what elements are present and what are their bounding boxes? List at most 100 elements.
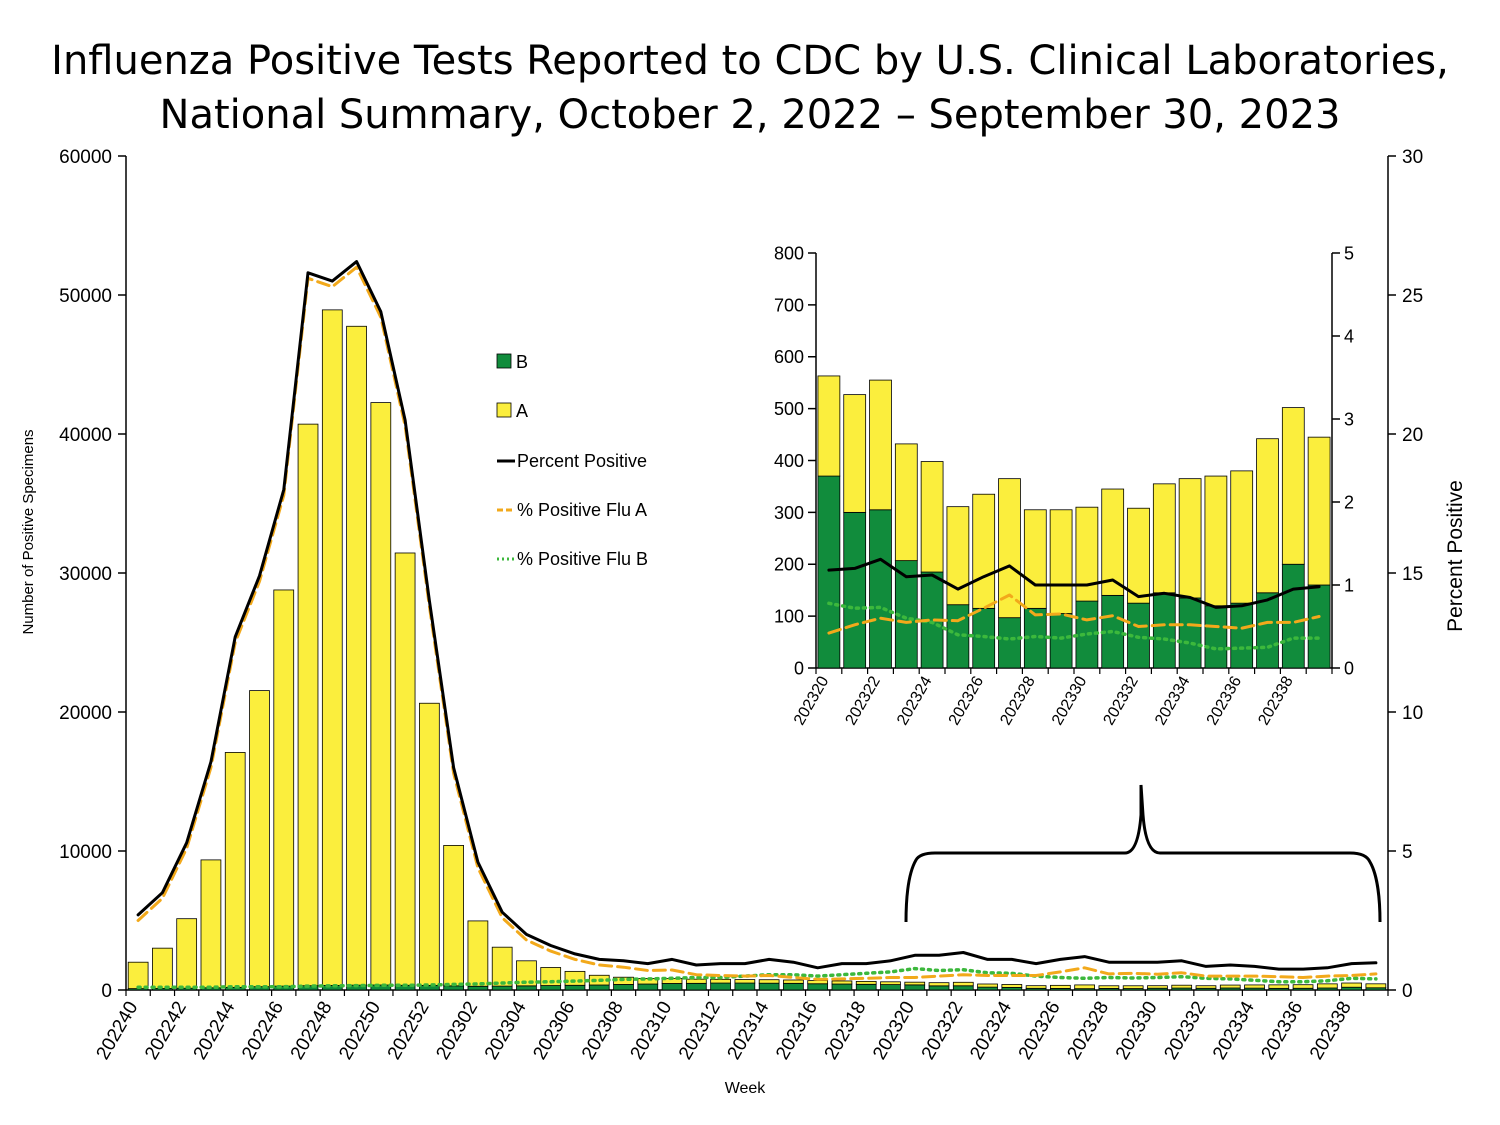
inset-bar-a [972,493,996,609]
main-y2-tick-label: 5 [1402,842,1413,863]
inset-y2-tick-label: 0 [1344,658,1354,678]
inset-y-tick-label: 0 [794,658,804,678]
inset-y2-tick-label: 5 [1344,243,1354,263]
inset-bar-b [1152,592,1176,669]
inset-line-positive-flu-b [827,601,1321,651]
main-bar-a [1122,985,1144,989]
inset-bar-b [869,509,892,669]
main-bar-b [952,985,974,991]
inset-bar-a [920,461,944,573]
main-bar-a [152,947,173,989]
inset-bar-b [1230,602,1254,669]
legend-swatch-b [496,353,512,369]
inset-y2-tick-label: 1 [1344,575,1354,595]
legend-label-a: A [516,401,528,421]
inset-bar-a [869,379,892,511]
main-bar-a [1171,984,1193,989]
main-bar-a [734,979,756,984]
main-bar-b [928,985,950,991]
inset-bar-a [1101,488,1125,596]
main-bar-b [564,984,586,991]
main-x-tick-label: 202336 [1257,998,1307,1063]
main-y2-tick-label: 15 [1402,564,1423,585]
main-bar-a [321,309,343,986]
main-bar-a [952,981,974,987]
main-bar-a [1365,983,1387,989]
main-bar-a [880,981,901,985]
legend-label-flu-b: % Positive Flu B [517,549,648,569]
inset-line-percent-positive [827,557,1321,609]
main-bar-b [880,984,901,991]
main-x-tick-label: 202310 [626,998,676,1063]
main-bar-a [176,918,198,989]
main-bar-a [1147,985,1168,989]
main-x-tick-label: 202244 [190,998,240,1064]
main-bar-a [564,970,586,986]
main-bar-a [1050,984,1071,989]
main-y2-tick-label: 25 [1402,286,1423,307]
main-x-tick-label: 202246 [238,998,288,1063]
inset-bar-a [1281,407,1305,565]
y2-axis-title: Percent Positive [1444,480,1467,632]
legend-label-percent-positive: Percent Positive [517,451,647,471]
main-y-tick-label: 60000 [59,147,112,168]
main-bar-a [1074,984,1095,990]
main-x-tick-label: 202338 [1306,998,1356,1063]
inset-y-tick-label: 400 [774,451,804,471]
inset-bar-a [817,375,841,477]
main-bar-a [1268,984,1290,989]
main-x-tick-label: 202250 [335,998,385,1063]
main-bar-a [1098,985,1120,989]
main-x-tick-label: 202328 [1063,998,1113,1063]
inset-bar-b [1049,613,1073,669]
main-y-tick-label: 40000 [59,425,112,446]
main-bar-a [273,589,295,987]
chart-title: Influenza Positive Tests Reported to CDC… [51,38,1449,84]
main-bar-b [710,982,731,991]
main-bar-a [904,981,926,986]
inset-bar-a [1230,470,1254,604]
inset-bar-a [1049,509,1073,614]
inset-y-tick-label: 500 [774,399,804,419]
y-axis-title: Number of Positive Specimens [20,429,37,634]
main-bar-a [783,979,804,984]
main-x-tick-label: 202322 [918,998,968,1063]
main-bar-a [855,980,877,985]
main-bar-b [588,984,610,991]
main-bar-b [783,982,804,991]
main-bar-a [831,980,853,985]
main-y2-tick-label: 30 [1402,147,1423,168]
main-x-tick-label: 202318 [821,998,871,1063]
inset-bar-b [1178,597,1202,669]
main-x-tick-label: 202334 [1209,998,1259,1064]
main-line-positive-flu-b [136,966,1378,989]
inset-y2-tick-label: 2 [1344,492,1354,512]
inset-bar-b [998,617,1021,669]
main-bar-a [1341,982,1362,988]
inset-bar-a [1256,438,1279,594]
inset-bar-a [1307,436,1331,586]
main-x-tick-label: 202242 [141,998,191,1063]
inset-bar-b [1256,592,1279,669]
main-bar-a [758,979,780,984]
main-bar-a [1195,985,1217,989]
main-bar-a [491,946,513,987]
inset-bar-a [1152,483,1176,594]
inset-y-tick-label: 300 [774,503,804,523]
legend: B A Percent Positive % Positive Flu A % Posi… [496,352,648,569]
legend-swatch-a [496,402,512,418]
inset-y-tick-label: 700 [774,295,804,315]
inset-bar-a [998,478,1021,619]
main-x-tick-label: 202252 [384,998,434,1063]
legend-label-b: B [516,352,528,372]
main-bar-a [200,859,222,989]
main-bar-a [224,752,246,988]
x-axis-title: Week [725,1080,767,1097]
main-bar-b [516,985,537,991]
main-bar-a [1244,984,1265,989]
zoom-brace [904,784,1382,923]
main-bar-a [1001,984,1023,988]
main-y2-tick-label: 10 [1402,703,1423,724]
main-bar-b [467,985,489,991]
